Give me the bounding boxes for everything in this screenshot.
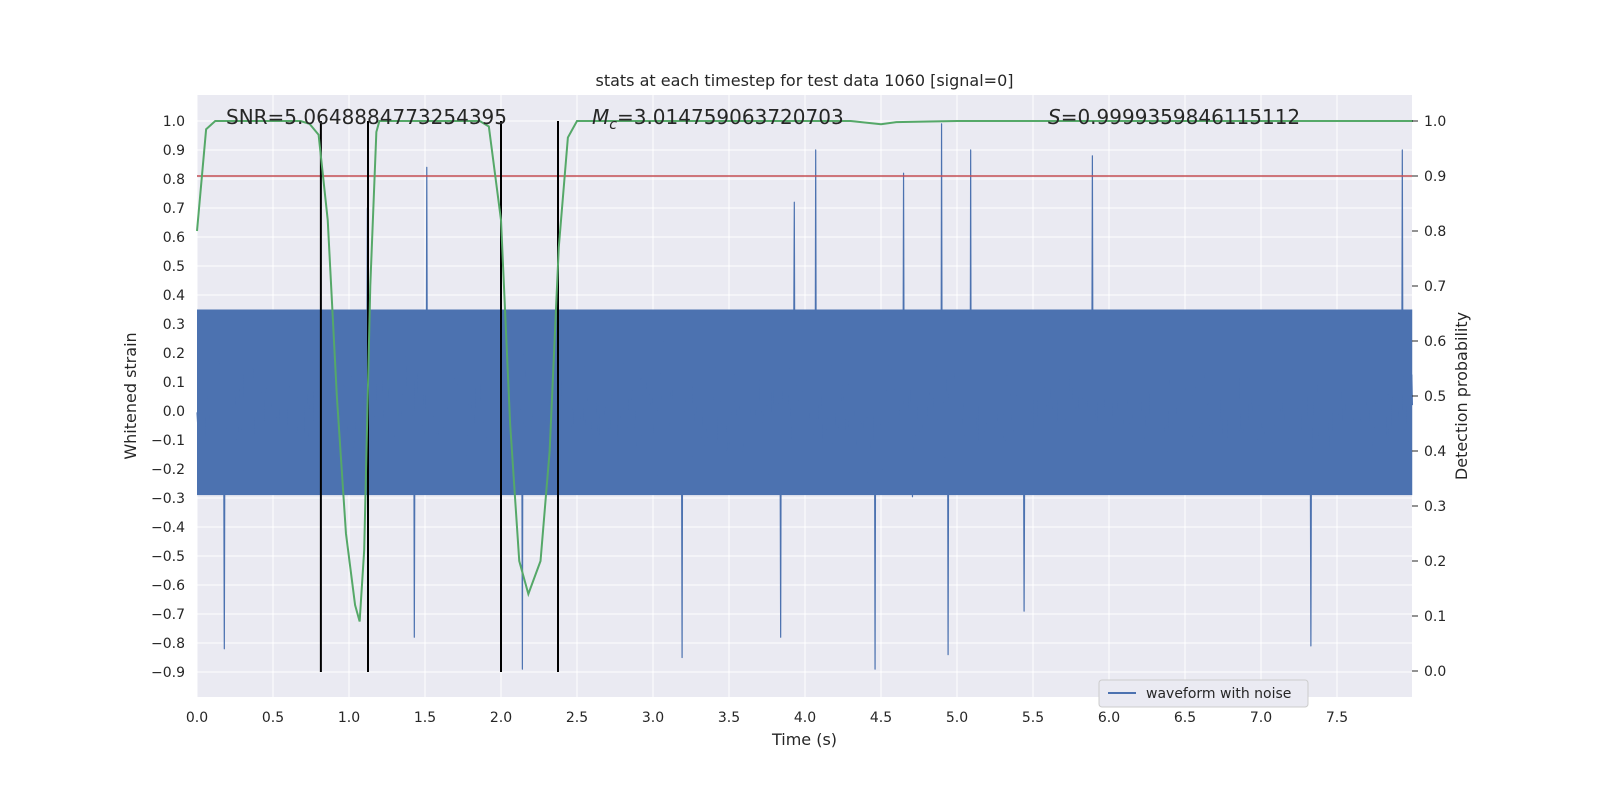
legend-box — [1098, 679, 1309, 708]
x-tick-label: 0.5 — [262, 710, 284, 726]
snr-annotation: SNR=5.0648884773254395 — [226, 105, 507, 129]
mc-symbol: M — [592, 105, 609, 129]
x-tick-label: 3.5 — [718, 710, 740, 726]
waveform-series — [196, 123, 1414, 670]
x-tick-label: 6.5 — [1174, 710, 1196, 726]
y-right-tick-label: 0.6 — [1424, 334, 1446, 350]
x-axis-label: Time (s) — [771, 730, 837, 749]
y-right-tick-label: 0.0 — [1424, 664, 1446, 680]
y-tick-label: −0.7 — [151, 607, 185, 623]
y-right-tick-label: 0.7 — [1424, 279, 1446, 295]
waveform-line — [196, 123, 1414, 670]
chirp-mass-annotation: Mc=3.014759063720703 — [592, 105, 844, 133]
legend: waveform with noise — [1098, 679, 1309, 708]
y-axis-right-label: Detection probability — [1452, 312, 1471, 480]
y-tick-label: 0.2 — [163, 346, 185, 362]
x-tick-label: 5.0 — [946, 710, 968, 726]
x-tick-label: 3.0 — [642, 710, 664, 726]
y-right-tick-label: 0.5 — [1424, 389, 1446, 405]
y-tick-label: −0.5 — [151, 549, 185, 565]
y-tick-label: 1.0 — [163, 114, 185, 130]
mc-value: =3.014759063720703 — [617, 105, 844, 129]
y-tick-label: 0.9 — [163, 143, 185, 159]
y-right-tick-label: 0.4 — [1424, 444, 1446, 460]
y-tick-label: −0.4 — [151, 520, 185, 536]
y-tick-label: 0.3 — [163, 317, 185, 333]
y-right-tick-label: 0.2 — [1424, 554, 1446, 570]
x-tick-label: 5.5 — [1022, 710, 1044, 726]
x-tick-label: 7.5 — [1326, 710, 1348, 726]
x-tick-label: 1.0 — [338, 710, 360, 726]
x-tick-label: 6.0 — [1098, 710, 1120, 726]
detection-probability-series — [196, 120, 1413, 622]
y-tick-label: 0.6 — [163, 230, 185, 246]
y-tick-label: 0.1 — [163, 375, 185, 391]
s-value: =0.9999359846115112 — [1061, 105, 1300, 129]
y-right-tick-label: 0.1 — [1424, 609, 1446, 625]
y-tick-label: −0.1 — [151, 433, 185, 449]
y-right-tick-label: 0.9 — [1424, 169, 1446, 185]
tick-labels: 0.0 0.5 1.0 1.5 2.0 2.5 3.0 3.5 4.0 4.5 5.0 5.5 6.0 6… — [151, 114, 1446, 726]
x-tick-label: 4.5 — [870, 710, 892, 726]
x-tick-label: 0.0 — [186, 710, 208, 726]
y-tick-label: 0.0 — [163, 404, 185, 420]
y-tick-label: −0.2 — [151, 462, 185, 478]
y-tick-label: −0.9 — [151, 665, 185, 681]
legend-label: waveform with noise — [1146, 686, 1291, 702]
overlay-lines — [197, 121, 1412, 672]
y-axis-label: Whitened strain — [121, 332, 140, 459]
s-symbol: S — [1048, 105, 1061, 129]
y-tick-label: 0.4 — [163, 288, 185, 304]
chart-title: stats at each timestep for test data 106… — [595, 71, 1013, 90]
s-annotation: S=0.9999359846115112 — [1048, 105, 1300, 129]
y-tick-label: −0.8 — [151, 636, 185, 652]
x-tick-label: 4.0 — [794, 710, 816, 726]
y-right-tick-label: 0.8 — [1424, 224, 1446, 240]
x-tick-label: 1.5 — [414, 710, 436, 726]
y-right-tick-label: 0.3 — [1424, 499, 1446, 515]
mc-subscript: c — [609, 117, 617, 133]
y-tick-label: −0.3 — [151, 491, 185, 507]
x-tick-label: 7.0 — [1250, 710, 1272, 726]
y-tick-label: 0.8 — [163, 172, 185, 188]
y-tick-label: 0.7 — [163, 201, 185, 217]
y-tick-label: 0.5 — [163, 259, 185, 275]
y-tick-label: −0.6 — [151, 578, 185, 594]
y-right-tick-label: 1.0 — [1424, 114, 1446, 130]
x-tick-label: 2.5 — [566, 710, 588, 726]
detection-probability-line — [196, 120, 1413, 622]
x-tick-label: 2.0 — [490, 710, 512, 726]
